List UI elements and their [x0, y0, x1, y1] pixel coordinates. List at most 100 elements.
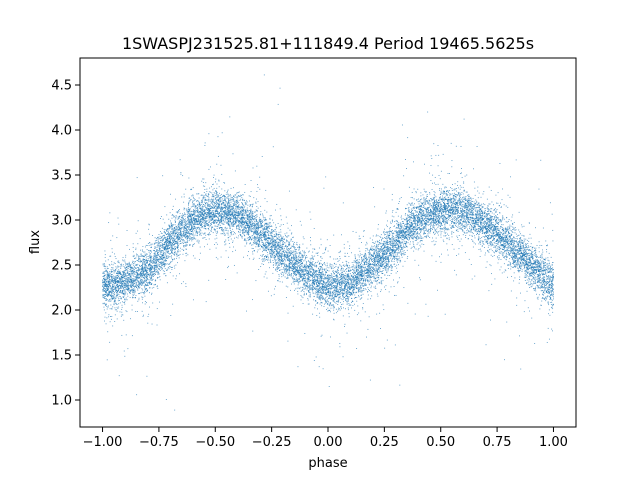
data-point [300, 253, 302, 255]
data-point [530, 249, 532, 251]
data-point [432, 208, 434, 210]
data-point [277, 223, 279, 224]
data-point [109, 341, 111, 343]
data-point [423, 218, 425, 220]
data-point [115, 296, 117, 298]
data-point [178, 237, 180, 239]
data-point [118, 294, 120, 296]
data-point [203, 220, 205, 221]
data-point [473, 220, 475, 222]
data-point [218, 218, 220, 219]
data-point [323, 262, 325, 264]
data-point [473, 242, 475, 244]
data-point [292, 278, 294, 280]
data-point [316, 290, 318, 292]
data-point [262, 213, 263, 215]
data-point [112, 286, 114, 288]
data-point [420, 232, 422, 234]
data-point [158, 245, 160, 247]
data-point [371, 283, 373, 285]
data-point [124, 355, 126, 357]
data-point [316, 284, 318, 286]
data-point [360, 262, 362, 264]
data-point [498, 251, 500, 253]
data-point [131, 287, 133, 289]
data-point [327, 280, 329, 282]
data-point [445, 210, 447, 212]
data-point [146, 253, 148, 255]
data-point [531, 272, 533, 273]
data-point [511, 234, 513, 236]
data-point [282, 240, 284, 242]
data-point [337, 279, 339, 280]
data-point [251, 224, 253, 226]
data-point [319, 281, 321, 283]
data-point [513, 221, 515, 223]
data-point [279, 240, 281, 242]
data-point [200, 234, 202, 236]
data-point [525, 257, 527, 259]
data-point [381, 243, 383, 245]
data-point [321, 279, 323, 281]
data-point [240, 207, 242, 208]
data-point [381, 237, 383, 239]
data-point [218, 223, 220, 225]
data-point [198, 215, 199, 217]
data-point [521, 261, 523, 263]
data-point [183, 235, 185, 237]
data-point [226, 227, 228, 229]
data-point [262, 249, 264, 251]
data-point [212, 195, 213, 197]
data-point [225, 239, 227, 241]
data-point [135, 276, 137, 278]
data-point [103, 296, 105, 298]
data-point [478, 228, 480, 230]
data-point [215, 190, 217, 192]
data-point [446, 208, 448, 210]
data-point [137, 260, 139, 262]
data-point [140, 260, 142, 262]
data-point [386, 271, 388, 273]
data-point [147, 273, 149, 275]
data-point [305, 268, 307, 270]
data-point [242, 212, 244, 214]
data-point [232, 221, 234, 222]
data-point [202, 202, 203, 204]
data-point [125, 285, 127, 287]
data-point [235, 214, 237, 216]
data-point [407, 207, 409, 209]
data-point [486, 224, 488, 226]
data-point [429, 211, 431, 213]
data-point [547, 278, 548, 280]
data-point [394, 250, 396, 251]
data-point [400, 222, 402, 224]
data-point [303, 251, 305, 253]
data-point [288, 273, 290, 275]
data-point [252, 244, 254, 246]
data-point [284, 276, 286, 278]
data-point [482, 206, 484, 208]
data-point [267, 223, 269, 225]
data-point [534, 263, 536, 265]
data-point [298, 278, 300, 280]
data-point [463, 221, 465, 223]
data-point [176, 230, 178, 232]
data-point [476, 218, 478, 220]
data-point [552, 277, 554, 279]
data-point [394, 221, 396, 223]
data-point [388, 249, 390, 251]
data-point [291, 274, 293, 276]
data-point [247, 204, 249, 206]
data-point [552, 229, 554, 231]
data-point [367, 270, 368, 272]
data-point [322, 281, 324, 283]
data-point [104, 264, 106, 266]
data-point [428, 224, 430, 226]
data-point [312, 258, 314, 260]
data-point [131, 280, 133, 282]
data-point [214, 210, 216, 211]
data-point [317, 285, 319, 287]
data-point [467, 200, 469, 202]
data-point [354, 260, 356, 262]
data-point [288, 245, 290, 247]
